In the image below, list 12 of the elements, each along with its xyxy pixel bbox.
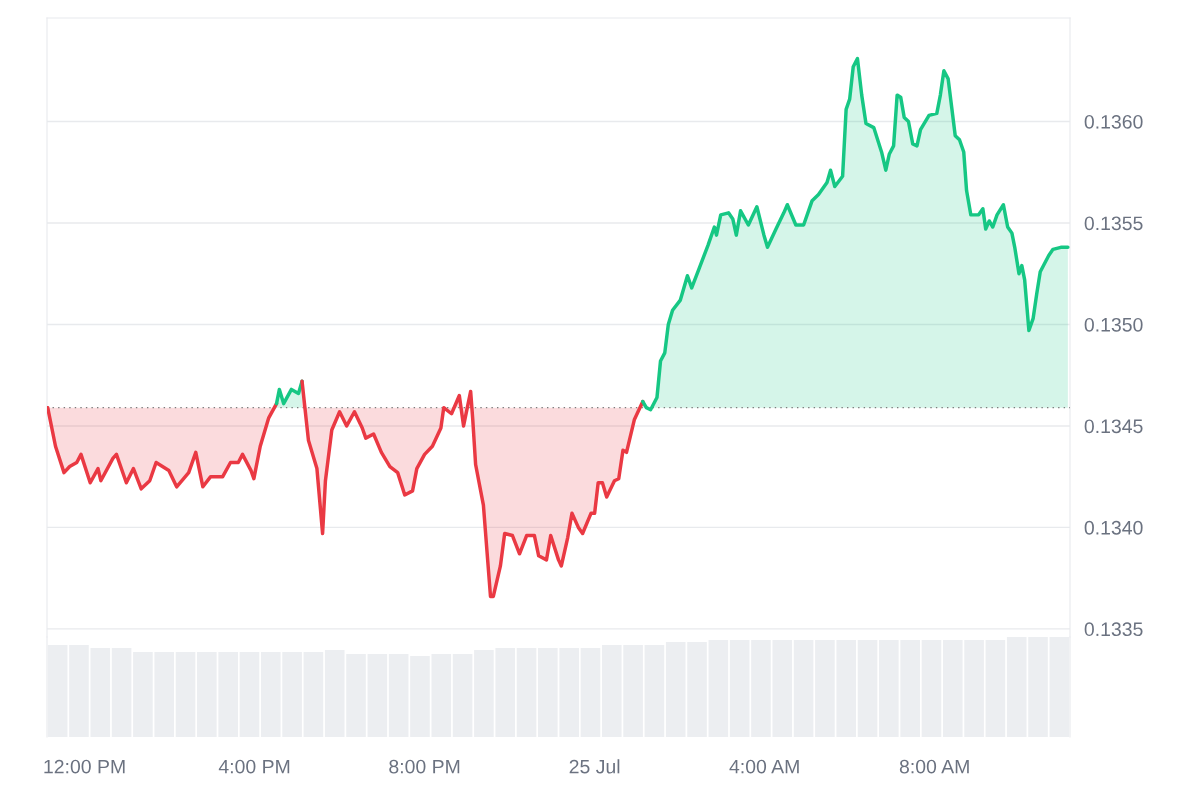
y-tick-label: 0.1350: [1084, 317, 1143, 332]
y-tick-label: 0.1360: [1084, 114, 1143, 129]
x-tick-label: 12:00 PM: [44, 759, 125, 774]
y-tick-label: 0.1335: [1084, 622, 1143, 637]
y-tick-label: 0.1340: [1084, 520, 1143, 535]
y-tick-label: 0.1355: [1084, 216, 1143, 231]
x-tick-label: 4:00 AM: [729, 759, 799, 774]
x-tick-label: 8:00 PM: [389, 759, 460, 774]
x-tick-label: 25 Jul: [569, 759, 620, 774]
y-tick-label: 0.1345: [1084, 419, 1143, 434]
x-tick-label: 8:00 AM: [899, 759, 969, 774]
x-tick-label: 4:00 PM: [218, 759, 290, 774]
